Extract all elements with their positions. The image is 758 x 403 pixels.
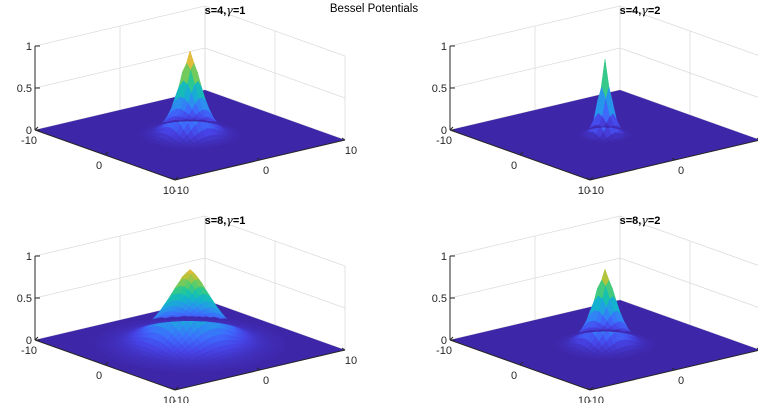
title-part: =2 bbox=[648, 5, 661, 17]
surface-cell bbox=[613, 329, 621, 332]
surface-cell bbox=[198, 119, 206, 122]
title-part: γ bbox=[226, 4, 233, 17]
x-tick bbox=[519, 361, 524, 366]
z-tick-label: 0 bbox=[26, 335, 32, 347]
x-tick-label: 0 bbox=[511, 160, 517, 172]
surface-mesh bbox=[574, 59, 636, 144]
title-part: s=4, bbox=[205, 5, 227, 17]
surface-cell bbox=[231, 319, 239, 322]
y-tick bbox=[341, 347, 346, 351]
z-tick-label: 0 bbox=[441, 335, 447, 347]
x-tick bbox=[34, 126, 39, 131]
y-tick-label: 0 bbox=[678, 375, 684, 387]
z-tick-label: 1 bbox=[441, 41, 447, 53]
title-part: =1 bbox=[233, 5, 246, 17]
x-tick-label: 10 bbox=[163, 395, 175, 403]
x-tick bbox=[589, 176, 594, 181]
y-tick-label: 10 bbox=[345, 145, 357, 157]
x-tick bbox=[519, 151, 524, 156]
y-tick bbox=[341, 137, 346, 141]
title-part: γ bbox=[641, 214, 648, 227]
panel-title: s=8,γ=1 bbox=[205, 214, 246, 227]
surface-cell bbox=[248, 323, 257, 326]
z-tick-label: 1 bbox=[26, 251, 32, 263]
x-tick bbox=[449, 336, 454, 341]
title-part: =2 bbox=[648, 215, 661, 227]
surface-mesh bbox=[91, 269, 289, 373]
x-tick bbox=[589, 386, 594, 391]
y-tick-label: -10 bbox=[173, 395, 189, 403]
y-tick-label: -10 bbox=[173, 185, 189, 197]
surface-mesh bbox=[137, 50, 244, 151]
y-tick bbox=[586, 177, 591, 181]
grid-line bbox=[619, 257, 758, 308]
y-tick bbox=[671, 157, 676, 161]
x-tick bbox=[104, 151, 109, 156]
z-tick-label: 0.5 bbox=[432, 83, 447, 95]
y-tick-label: 10 bbox=[345, 355, 357, 367]
y-tick-label: 0 bbox=[263, 165, 269, 177]
x-tick-label: 0 bbox=[511, 370, 517, 382]
surface-cell bbox=[623, 331, 632, 333]
surface-cell bbox=[220, 318, 229, 321]
surface-cell bbox=[603, 126, 612, 128]
y-tick-label: -10 bbox=[588, 395, 604, 403]
title-part: s=8, bbox=[620, 215, 642, 227]
y-tick-label: 0 bbox=[678, 165, 684, 177]
x-tick bbox=[449, 126, 454, 131]
title-part: γ bbox=[226, 214, 233, 227]
title-part: s=8, bbox=[205, 215, 227, 227]
panel-title: s=4,γ=1 bbox=[205, 4, 246, 17]
y-tick bbox=[171, 177, 176, 181]
z-tick-label: 0.5 bbox=[432, 293, 447, 305]
x-tick bbox=[34, 336, 39, 341]
title-part: s=4, bbox=[620, 5, 642, 17]
x-tick-label: 10 bbox=[163, 185, 175, 197]
surface-cell bbox=[208, 121, 217, 123]
surface-mesh bbox=[551, 268, 659, 361]
y-tick bbox=[256, 157, 261, 161]
figure-title: Bessel Potentials bbox=[330, 3, 418, 15]
surface-cell bbox=[614, 127, 622, 129]
x-tick-label: -10 bbox=[21, 135, 37, 147]
x-tick-label: -10 bbox=[21, 345, 37, 357]
x-tick-label: 10 bbox=[578, 395, 590, 403]
z-tick-label: 0.5 bbox=[17, 293, 32, 305]
x-tick bbox=[174, 386, 179, 391]
x-tick-label: 0 bbox=[96, 160, 102, 172]
panel-title: s=4,γ=2 bbox=[620, 4, 661, 17]
z-tick-label: 1 bbox=[26, 41, 32, 53]
y-tick bbox=[671, 367, 676, 371]
panel-title: s=8,γ=2 bbox=[620, 214, 661, 227]
z-tick-label: 0 bbox=[441, 125, 447, 137]
axes bbox=[34, 255, 346, 391]
y-tick bbox=[171, 387, 176, 391]
surface-cell bbox=[209, 316, 218, 319]
z-tick-label: 1 bbox=[441, 251, 447, 263]
z-tick-label: 0 bbox=[26, 125, 32, 137]
x-tick bbox=[174, 176, 179, 181]
z-tick-label: 0.5 bbox=[17, 83, 32, 95]
x-tick-label: 10 bbox=[578, 185, 590, 197]
title-part: =1 bbox=[233, 215, 246, 227]
grid-line bbox=[619, 47, 758, 98]
axes bbox=[449, 255, 758, 391]
y-tick bbox=[256, 367, 261, 371]
x-tick-label: 0 bbox=[96, 370, 102, 382]
x-tick-label: -10 bbox=[436, 345, 452, 357]
title-part: γ bbox=[641, 4, 648, 17]
axes bbox=[34, 45, 346, 181]
x-tick-label: -10 bbox=[436, 135, 452, 147]
y-tick bbox=[586, 387, 591, 391]
axes bbox=[449, 45, 758, 181]
y-tick-label: -10 bbox=[588, 185, 604, 197]
y-tick-label: 0 bbox=[263, 375, 269, 387]
x-tick bbox=[104, 361, 109, 366]
